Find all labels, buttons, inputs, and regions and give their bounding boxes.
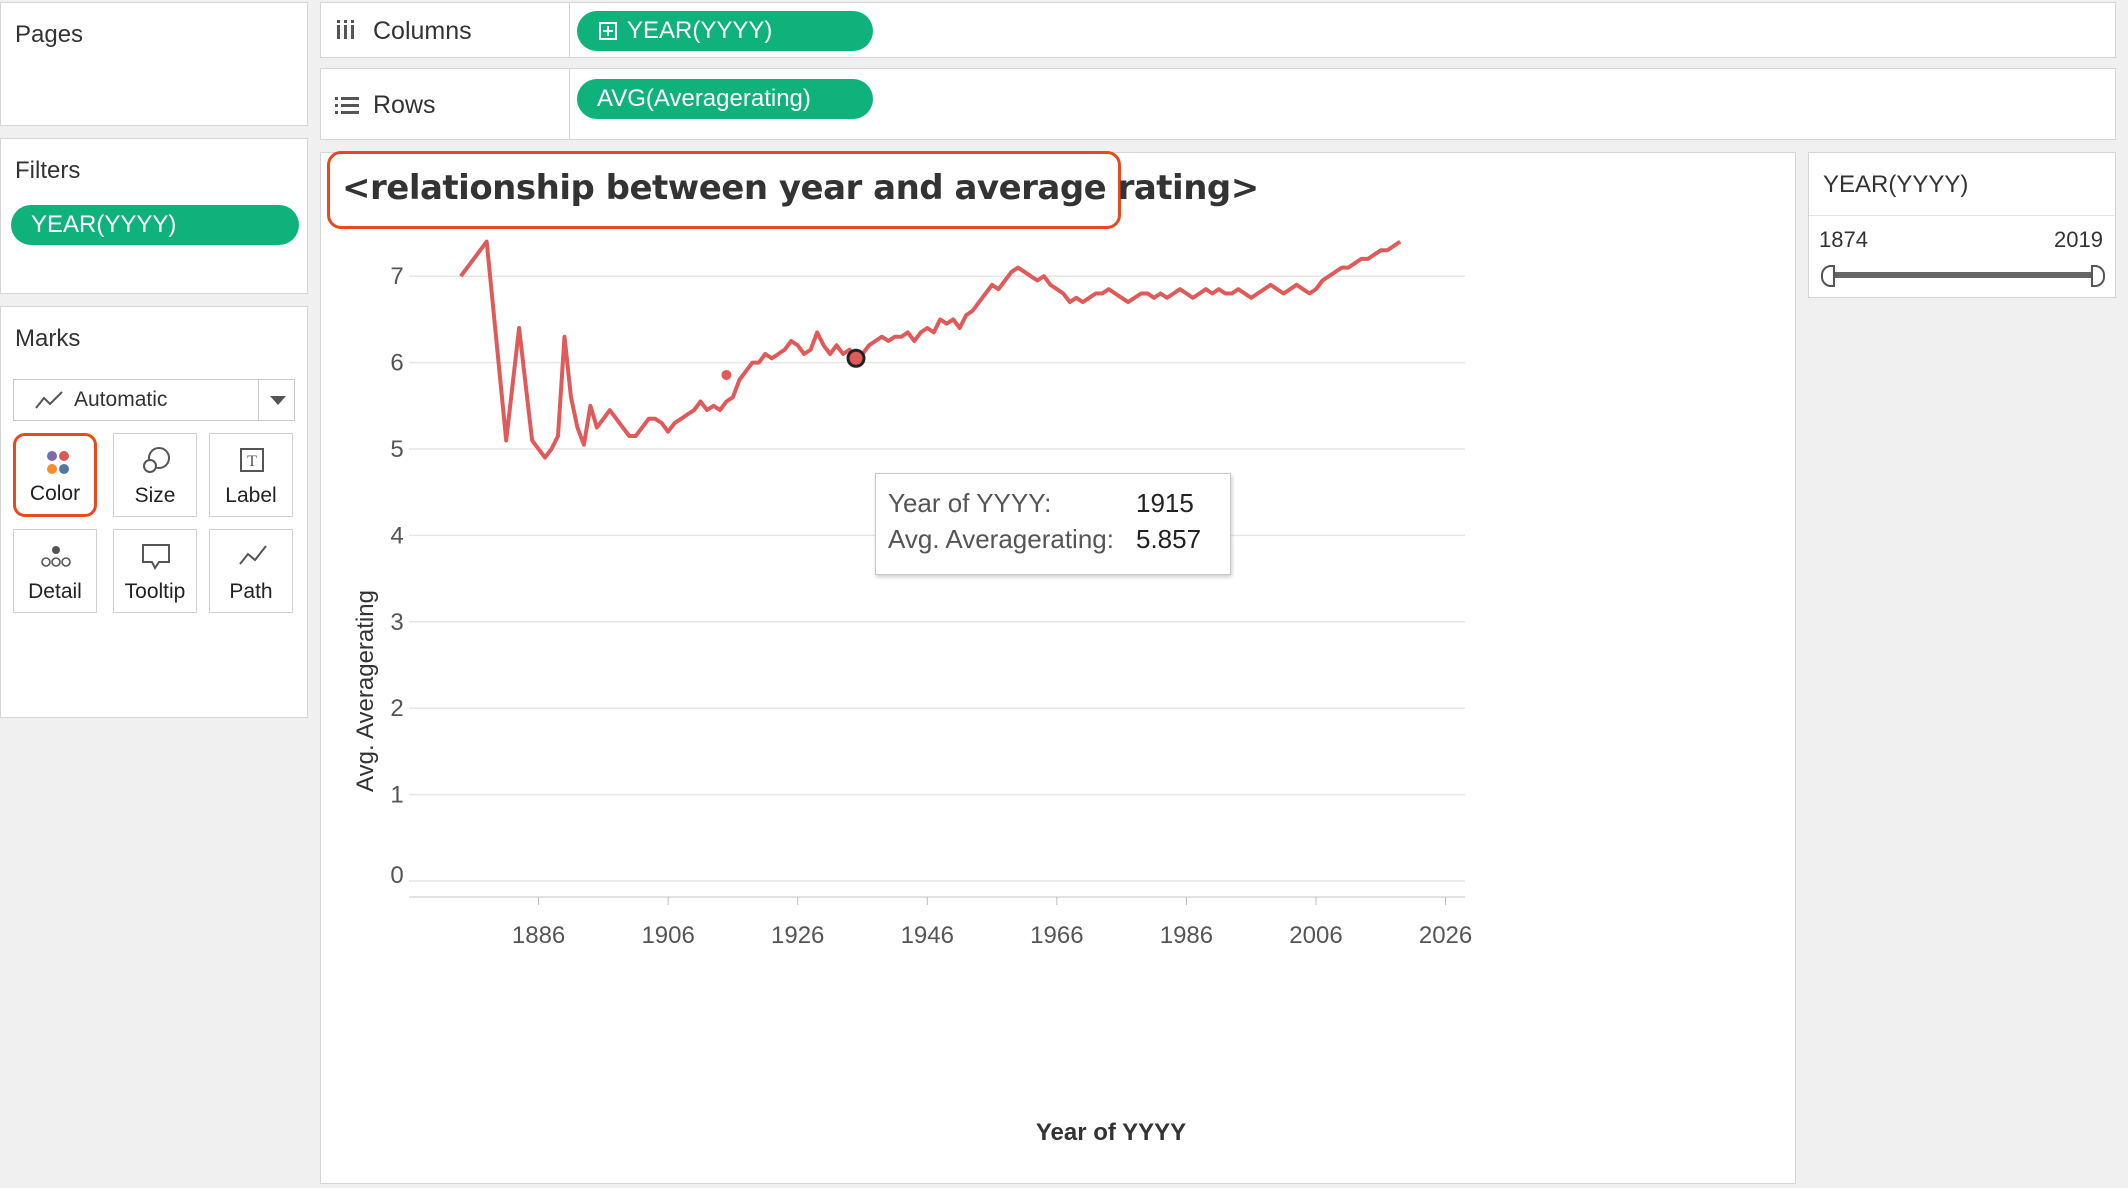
tooltip-button[interactable]: Tooltip	[113, 529, 197, 613]
y-axis-title: Avg. Averagerating	[352, 590, 379, 792]
svg-text:T: T	[247, 453, 257, 470]
filters-title: Filters	[15, 157, 81, 184]
shelf-divider	[569, 3, 570, 57]
year-filter-card: YEAR(YYYY) 1874 2019	[1808, 152, 2116, 298]
chart-title: <relationship between year and average r…	[342, 168, 1259, 208]
y-tick-label: 7	[390, 263, 403, 290]
rows-label: Rows	[373, 91, 436, 119]
slider-track	[1827, 272, 2099, 278]
x-axis-title: Year of YYYY	[1036, 1119, 1186, 1146]
tooltip-avg-label: Avg. Averagerating:	[888, 524, 1114, 554]
divider	[1809, 215, 2115, 216]
rows-shelf[interactable]: Rows AVG(Averagerating)	[320, 68, 2116, 140]
size-button-label: Size	[134, 484, 176, 507]
slider-handle-max[interactable]	[2091, 265, 2105, 287]
color-dots-icon	[47, 451, 69, 474]
dropdown-divider	[258, 380, 259, 420]
shelf-divider	[569, 69, 570, 139]
y-tick-label: 2	[390, 695, 403, 722]
columns-pill-year[interactable]: YEAR(YYYY)	[577, 11, 873, 51]
x-tick-label: 1946	[901, 922, 954, 949]
filter-pill-year[interactable]: YEAR(YYYY)	[11, 205, 299, 245]
speech-bubble-icon	[142, 544, 170, 570]
marks-title: Marks	[15, 325, 81, 352]
x-tick-label: 1886	[512, 922, 565, 949]
year-filter-title: YEAR(YYYY)	[1823, 171, 1969, 198]
line-mark-icon	[35, 391, 63, 409]
series-line[interactable]	[459, 239, 1402, 460]
expand-plus-icon	[599, 22, 617, 40]
path-line-icon	[239, 545, 267, 565]
color-button-label: Color	[29, 482, 81, 505]
x-tick-label: 1906	[641, 922, 694, 949]
text-label-icon: T	[240, 448, 264, 472]
filters-card[interactable]: Filters YEAR(YYYY)	[0, 138, 308, 294]
x-tick-label: 1986	[1160, 922, 1213, 949]
line-chart: 0 1 2 3 4 5 6 7 1886 1906 1926 1946 1966 1986 2006 202…	[352, 239, 1472, 1146]
year-filter-max: 2019	[2054, 227, 2103, 252]
x-tick-label: 2006	[1289, 922, 1342, 949]
pages-title: Pages	[15, 21, 84, 48]
mark-type-select[interactable]: Automatic	[13, 379, 295, 421]
x-tick-label: 1926	[771, 922, 824, 949]
y-tick-label: 3	[390, 609, 403, 636]
label-button[interactable]: T Label	[209, 433, 293, 517]
slider-handle-min[interactable]	[1821, 265, 1835, 287]
tooltip-box: Year of YYYY: 1915 Avg. Averagerating: 5…	[875, 473, 1231, 575]
tooltip-avg-value: 5.857	[1136, 524, 1202, 554]
rows-icon	[335, 97, 359, 114]
y-tick-label: 5	[390, 436, 403, 463]
size-icon	[143, 447, 170, 473]
year-filter-min: 1874	[1819, 227, 1868, 252]
mark-type-label: Automatic	[74, 388, 168, 411]
path-button-label: Path	[229, 580, 273, 603]
y-tick-label: 6	[390, 350, 403, 377]
pages-card[interactable]: Pages	[0, 2, 308, 126]
highlighted-point[interactable]	[846, 348, 866, 368]
y-tick-label: 4	[390, 522, 403, 549]
y-tick-label: 1	[390, 782, 403, 809]
marks-card: Marks Automatic Color Size T Label	[0, 306, 308, 718]
detail-button-label: Detail	[28, 580, 82, 603]
x-tick-label: 1966	[1030, 922, 1083, 949]
chart-panel: 0 1 2 3 4 5 6 7 1886 1906 1926 1946 1966 1986 2006 202…	[320, 151, 1796, 1184]
path-button[interactable]: Path	[209, 529, 293, 613]
hover-point[interactable]	[721, 369, 732, 380]
tooltip-button-label: Tooltip	[124, 580, 186, 603]
color-button[interactable]: Color	[13, 433, 97, 517]
detail-dots-icon	[41, 546, 71, 567]
tooltip-year-value: 1915	[1136, 488, 1194, 518]
columns-label: Columns	[373, 17, 472, 45]
label-button-label: Label	[225, 484, 277, 507]
columns-shelf[interactable]: Columns YEAR(YYYY)	[320, 2, 2116, 58]
chevron-down-icon[interactable]	[270, 396, 286, 406]
chart-title-box[interactable]: <relationship between year and average r…	[327, 151, 1259, 229]
x-tick-label: 2026	[1419, 922, 1472, 949]
rows-pill-avg[interactable]: AVG(Averagerating)	[577, 79, 873, 119]
columns-icon	[337, 20, 354, 39]
detail-button[interactable]: Detail	[13, 529, 97, 613]
y-tick-label: 0	[390, 862, 403, 889]
year-range-slider[interactable]	[1821, 265, 2105, 287]
tooltip-year-label: Year of YYYY:	[888, 488, 1052, 518]
size-button[interactable]: Size	[113, 433, 197, 517]
columns-pill-label: YEAR(YYYY)	[627, 17, 773, 44]
